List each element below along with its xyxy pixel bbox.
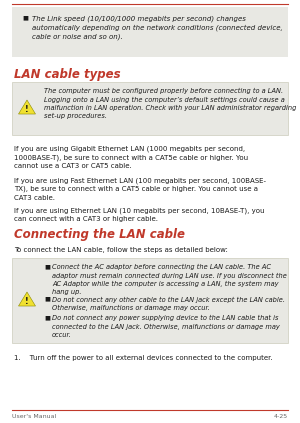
Bar: [12, 258, 288, 343]
Polygon shape: [19, 292, 35, 306]
Text: Do not connect any power supplying device to the LAN cable that is
connected to : Do not connect any power supplying devic…: [52, 315, 280, 338]
Text: Connect the AC adaptor before connecting the LAN cable. The AC
adaptor must rema: Connect the AC adaptor before connecting…: [52, 264, 287, 295]
Bar: [12, 7, 288, 57]
Text: ■: ■: [22, 15, 28, 20]
Text: If you are using Gigabit Ethernet LAN (1000 megabits per second,
1000BASE-T), be: If you are using Gigabit Ethernet LAN (1…: [14, 146, 248, 170]
Text: The Link speed (10/100/1000 megabits per second) changes
automatically depending: The Link speed (10/100/1000 megabits per…: [32, 15, 283, 40]
Text: 1.    Turn off the power to all external devices connected to the computer.: 1. Turn off the power to all external de…: [14, 355, 273, 361]
Text: If you are using Fast Ethernet LAN (100 megabits per second, 100BASE-
TX), be su: If you are using Fast Ethernet LAN (100 …: [14, 177, 266, 201]
Bar: [12, 82, 288, 135]
Text: ■: ■: [44, 315, 50, 320]
Text: ■: ■: [44, 297, 50, 302]
Text: Do not connect any other cable to the LAN jack except the LAN cable.
Otherwise, : Do not connect any other cable to the LA…: [52, 297, 285, 311]
Text: User's Manual: User's Manual: [12, 414, 56, 419]
Text: If you are using Ethernet LAN (10 megabits per second, 10BASE-T), you
can connec: If you are using Ethernet LAN (10 megabi…: [14, 207, 265, 222]
Text: The computer must be configured properly before connecting to a LAN.
Logging ont: The computer must be configured properly…: [44, 88, 296, 119]
Text: 4-25: 4-25: [274, 414, 288, 419]
Text: !: !: [25, 105, 29, 115]
Text: !: !: [25, 297, 29, 307]
Polygon shape: [19, 100, 35, 114]
Text: LAN cable types: LAN cable types: [14, 68, 121, 81]
Text: ■: ■: [44, 264, 50, 269]
Text: To connect the LAN cable, follow the steps as detailed below:: To connect the LAN cable, follow the ste…: [14, 247, 228, 253]
Text: Connecting the LAN cable: Connecting the LAN cable: [14, 228, 185, 241]
